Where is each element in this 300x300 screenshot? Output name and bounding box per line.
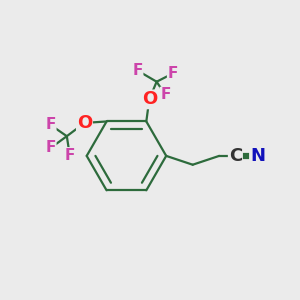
Text: F: F (64, 148, 75, 163)
Text: F: F (132, 63, 143, 78)
Text: N: N (250, 147, 265, 165)
Text: F: F (45, 118, 56, 133)
Text: F: F (160, 88, 171, 103)
Text: O: O (77, 114, 92, 132)
Text: O: O (142, 90, 157, 108)
Text: F: F (45, 140, 56, 155)
Text: F: F (168, 66, 178, 81)
Text: C: C (229, 147, 242, 165)
